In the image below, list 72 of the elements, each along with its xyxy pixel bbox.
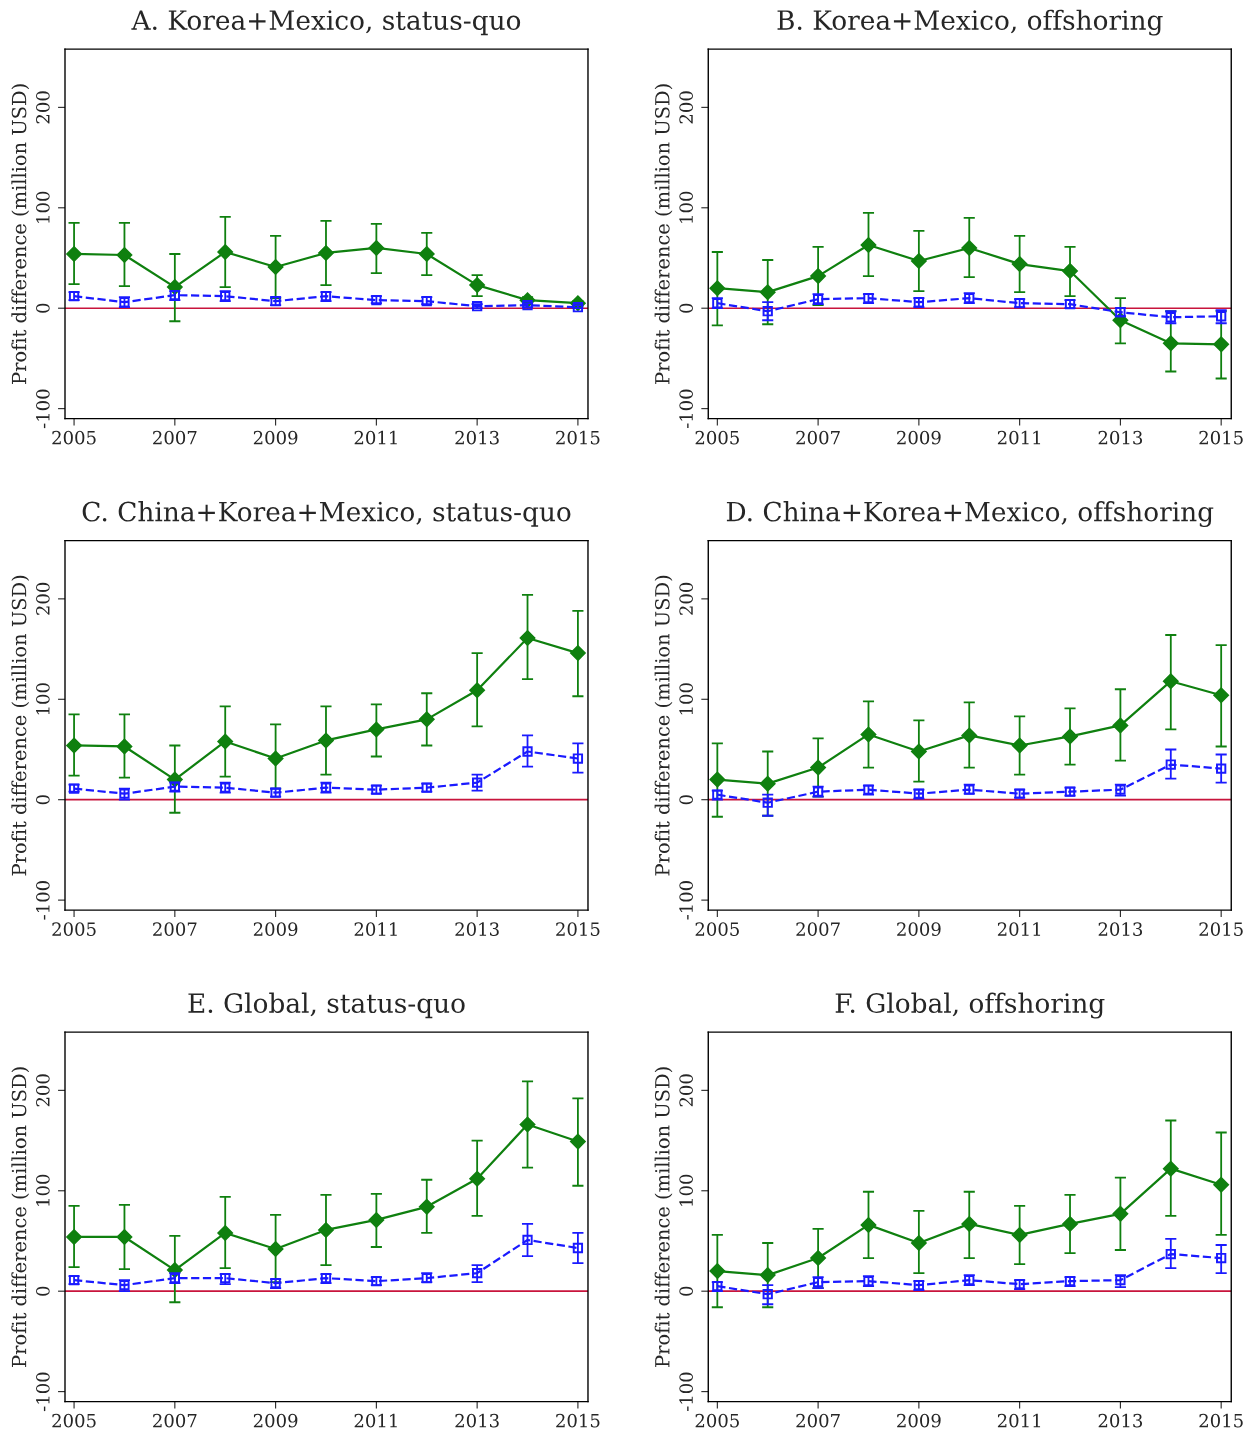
x-tick-label: 2015 xyxy=(1199,922,1243,936)
x-tick-label: 2011 xyxy=(997,430,1041,445)
x-tick-label: 2009 xyxy=(253,1413,298,1428)
x-tick-label: 2005 xyxy=(52,430,96,445)
chart-title: F. Global, offshoring xyxy=(835,992,1105,1019)
y-axis-title: Profit difference (million USD) xyxy=(654,575,673,876)
y-axis-title: Profit difference (million USD) xyxy=(11,575,30,876)
x-tick-label: 2007 xyxy=(796,430,840,445)
y-tick-label: -100 xyxy=(36,881,50,920)
x-tick-label: 2009 xyxy=(253,922,298,936)
x-tick-label: 2007 xyxy=(153,1413,197,1428)
x-tick-label: 2005 xyxy=(695,430,739,445)
y-tick-label: 100 xyxy=(679,191,693,223)
x-tick-label: 2013 xyxy=(455,430,499,445)
y-tick-label: 100 xyxy=(679,1174,693,1206)
y-tick-label: 200 xyxy=(36,582,50,615)
x-tick-label: 2013 xyxy=(1098,430,1143,445)
x-tick-label: 2015 xyxy=(1199,430,1243,445)
y-tick-label: 0 xyxy=(36,795,50,805)
y-tick-label: 200 xyxy=(679,1074,693,1107)
y-tick-label: 0 xyxy=(36,303,50,313)
y-tick-label: 100 xyxy=(679,683,693,715)
y-tick-label: 200 xyxy=(679,91,693,124)
y-tick-label: 100 xyxy=(36,1174,50,1206)
chart-title: C. China+Korea+Mexico, status-quo xyxy=(82,501,571,527)
x-tick-label: 2009 xyxy=(897,1413,941,1428)
y-axis-title: Profit difference (million USD) xyxy=(11,84,30,384)
y-tick-label: 0 xyxy=(36,1286,50,1296)
chart-title: B. Korea+Mexico, offshoring xyxy=(777,9,1163,36)
y-tick-label: -100 xyxy=(679,389,693,429)
y-tick-label: 100 xyxy=(36,683,50,715)
x-tick-label: 2011 xyxy=(997,1413,1041,1428)
x-tick-label: 2013 xyxy=(1098,1413,1143,1428)
y-axis-title: Profit difference (million USD) xyxy=(11,1067,30,1367)
y-axis-title: Profit difference (million USD) xyxy=(654,1067,673,1367)
x-tick-label: 2011 xyxy=(354,922,397,936)
chart-title: A. Korea+Mexico, status-quo xyxy=(131,10,521,36)
x-tick-label: 2011 xyxy=(997,922,1041,936)
x-tick-label: 2015 xyxy=(556,922,600,936)
chart-title: E. Global, status-quo xyxy=(188,992,465,1019)
x-tick-label: 2013 xyxy=(1098,922,1143,936)
chart-title: D. China+Korea+Mexico, offshoring xyxy=(726,501,1214,528)
x-tick-label: 2005 xyxy=(52,1413,96,1428)
x-tick-label: 2015 xyxy=(1199,1413,1243,1428)
y-tick-label: -100 xyxy=(679,881,693,920)
x-tick-label: 2011 xyxy=(354,430,397,445)
x-tick-label: 2005 xyxy=(695,1413,739,1428)
y-tick-label: -100 xyxy=(679,1372,693,1412)
y-tick-label: 200 xyxy=(679,582,693,615)
x-tick-label: 2007 xyxy=(153,922,197,936)
x-tick-label: 2015 xyxy=(556,430,600,445)
x-tick-label: 2015 xyxy=(556,1413,600,1428)
x-tick-label: 2013 xyxy=(455,922,499,936)
y-tick-label: 0 xyxy=(679,303,693,313)
y-tick-label: 200 xyxy=(36,91,50,124)
y-tick-label: 200 xyxy=(36,1074,50,1107)
y-tick-label: 100 xyxy=(36,191,50,223)
x-tick-label: 2011 xyxy=(354,1413,397,1428)
x-tick-label: 2009 xyxy=(253,430,298,445)
y-tick-label: -100 xyxy=(36,389,50,429)
x-tick-label: 2005 xyxy=(52,922,96,936)
x-tick-label: 2013 xyxy=(455,1413,499,1428)
y-tick-label: 0 xyxy=(679,1286,693,1296)
x-tick-label: 2005 xyxy=(695,922,739,936)
y-tick-label: -100 xyxy=(36,1372,50,1412)
x-tick-label: 2007 xyxy=(153,430,197,445)
x-tick-label: 2009 xyxy=(897,922,941,936)
y-axis-title: Profit difference (million USD) xyxy=(654,84,673,384)
x-tick-label: 2007 xyxy=(796,922,840,936)
x-tick-label: 2007 xyxy=(796,1413,840,1428)
y-tick-label: 0 xyxy=(679,795,693,805)
x-tick-label: 2009 xyxy=(897,430,941,445)
